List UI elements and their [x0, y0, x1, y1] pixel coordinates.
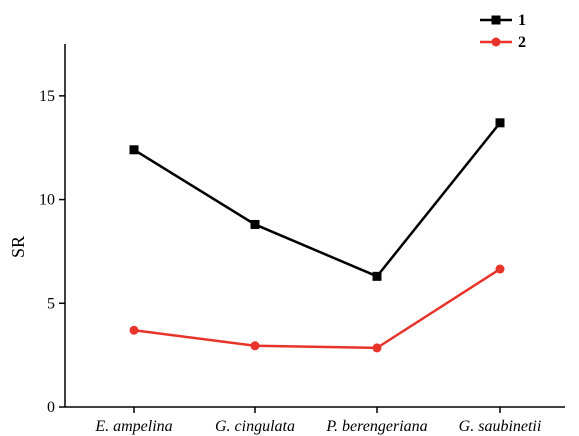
- y-axis: 0 5 10 15: [39, 44, 66, 416]
- legend-label: 1: [518, 12, 526, 29]
- x-tick-label: P. berengeriana: [325, 418, 427, 435]
- x-tick-label: G. saubinetii: [459, 418, 542, 435]
- y-tick-label: 15: [39, 88, 55, 105]
- x-tick-label: G. cingulata: [215, 418, 295, 435]
- data-point: [495, 264, 505, 274]
- y-tick-label: 5: [47, 295, 55, 312]
- data-point: [495, 118, 505, 128]
- y-tick-label: 10: [39, 192, 55, 209]
- legend-marker: [491, 37, 501, 47]
- legend-marker: [491, 15, 501, 25]
- x-ticks: E. ampelina G. cingulata P. berengeriana G.…: [94, 407, 541, 435]
- y-ticks: 0 5 10 15: [39, 88, 65, 416]
- series-line: [133, 122, 501, 278]
- data-point: [372, 271, 382, 281]
- legend-label: 2: [518, 34, 526, 51]
- series-line: [133, 268, 501, 350]
- data-point: [129, 145, 139, 155]
- data-point: [250, 341, 260, 351]
- data-point: [250, 219, 260, 229]
- legend: 12: [480, 12, 526, 51]
- y-axis-title: SR: [8, 236, 28, 258]
- data-point: [372, 343, 382, 353]
- series-2: [129, 264, 505, 353]
- series-1: [129, 118, 505, 281]
- data-point: [129, 325, 139, 335]
- x-axis: E. ampelina G. cingulata P. berengeriana G.…: [65, 406, 565, 435]
- series-layer: [129, 118, 505, 353]
- x-tick-label: E. ampelina: [94, 418, 172, 435]
- y-tick-label: 0: [47, 399, 55, 416]
